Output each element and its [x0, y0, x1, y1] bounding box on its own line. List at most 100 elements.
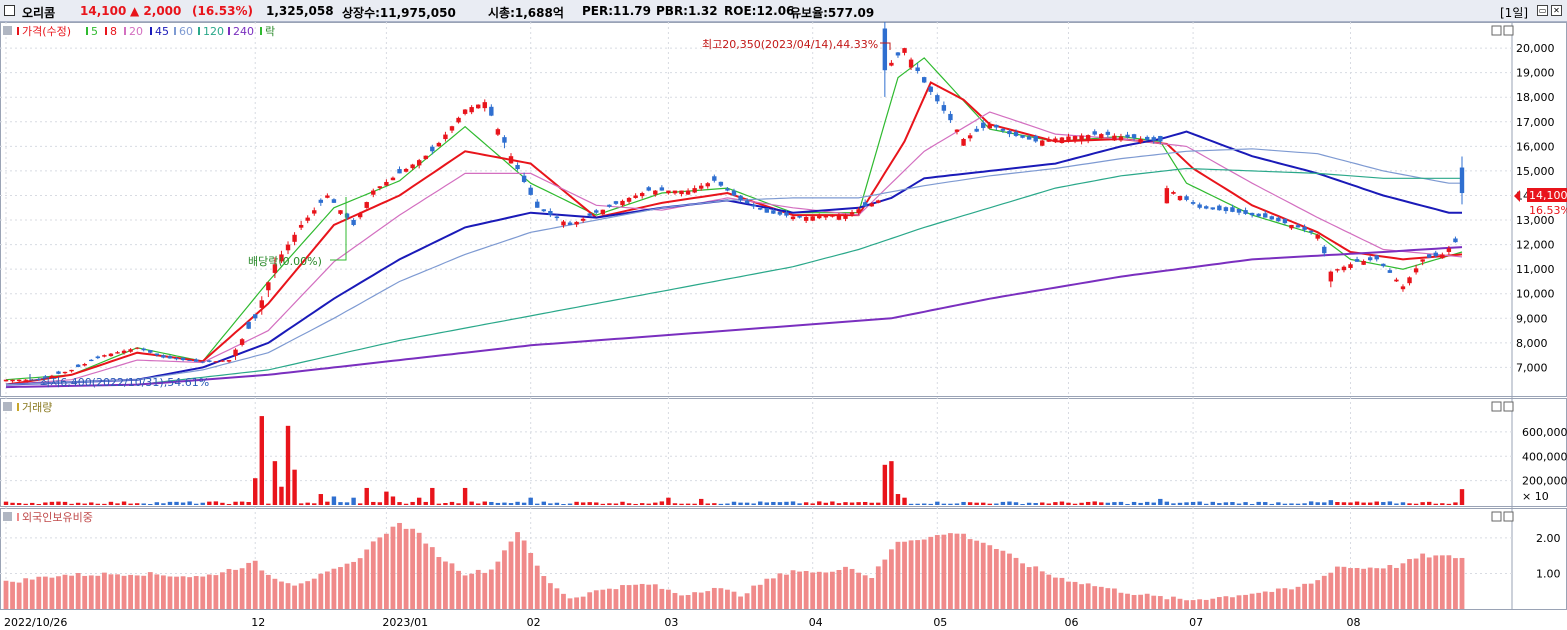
candle-body: [639, 193, 645, 197]
panel-minimize-icon[interactable]: [1491, 25, 1502, 36]
foreign-ratio-bar: [554, 588, 560, 609]
volume-bar: [384, 491, 389, 505]
volume-bar: [16, 503, 22, 505]
candle-body: [1105, 131, 1111, 135]
foreign-ratio-bar: [338, 567, 343, 609]
volume-bar: [928, 503, 933, 505]
volume-bar: [318, 494, 324, 505]
foreign-ratio-bar: [652, 584, 658, 609]
foreign-menu-icon[interactable]: [3, 512, 12, 521]
foreign-ratio-bar: [121, 575, 127, 609]
foreign-ratio-bar: [948, 533, 953, 609]
volume-bar: [1177, 502, 1183, 505]
foreign-ratio-bar: [292, 585, 297, 609]
foreign-ratio-bar: [1131, 594, 1137, 609]
price-tick-label: 19,000: [1516, 67, 1555, 80]
foreign-ratio-bar: [902, 541, 907, 609]
foreign-ratio-bar: [967, 539, 973, 609]
volume-bar: [561, 504, 566, 505]
foreign-ratio-bar: [56, 576, 61, 609]
candle-body: [862, 202, 868, 207]
volume-bar: [272, 461, 278, 505]
candle-body: [1413, 268, 1419, 273]
volume-bar: [981, 502, 986, 505]
close-icon[interactable]: ✕: [1551, 5, 1562, 16]
volume-bar: [1033, 503, 1038, 505]
volume-bar: [817, 501, 822, 505]
foreign-tick-label: 1.00: [1536, 567, 1561, 580]
price-tick-label: 16,000: [1516, 140, 1555, 153]
foreign-ratio-bar: [1459, 557, 1465, 609]
volume-bar: [777, 502, 783, 505]
volume-bar: [731, 501, 737, 505]
candle-body: [1302, 226, 1307, 230]
volume-bar: [856, 502, 861, 505]
panel-close-icon[interactable]: [1503, 25, 1514, 36]
candle-body: [856, 209, 861, 214]
volume-bar: [1289, 503, 1294, 505]
candle-body: [869, 203, 874, 207]
foreign-ratio-bar: [980, 542, 986, 609]
volume-minimize-icon[interactable]: [1491, 401, 1502, 412]
volume-menu-icon[interactable]: [3, 402, 12, 411]
foreign-ratio-bars: [3, 522, 1465, 609]
foreign-ratio-bar: [856, 572, 862, 609]
candle-body: [1046, 139, 1052, 142]
foreign-ratio-bar: [193, 576, 199, 609]
candle-body: [908, 59, 914, 68]
candle-body: [921, 77, 927, 83]
candle-body: [397, 169, 402, 174]
foreign-ratio-bar: [115, 574, 120, 609]
volume-bar: [351, 497, 356, 505]
volume-bar: [1308, 501, 1314, 505]
legend-ma120-marker: [198, 27, 200, 35]
foreign-ratio-bar: [961, 533, 966, 609]
candle-body: [987, 124, 992, 129]
foreign-ratio-bar: [95, 575, 101, 609]
volume-bar: [1249, 503, 1255, 505]
candle-body: [115, 352, 120, 354]
volume-bar: [797, 503, 802, 505]
volume-bar: [626, 503, 632, 505]
volume-bar: [1131, 501, 1137, 505]
foreign-ratio-bar: [1348, 568, 1353, 609]
foreign-ratio-bar: [1453, 558, 1458, 609]
volume-bar: [266, 503, 271, 505]
foreign-ratio-bar: [1426, 557, 1432, 609]
volume-bar: [764, 502, 769, 505]
volume-bar: [620, 501, 625, 505]
panel-menu-icon[interactable]: [3, 26, 12, 35]
candle-body: [1000, 128, 1006, 131]
candle-body: [751, 204, 756, 207]
price-tick-label: 8,000: [1516, 337, 1548, 350]
candle-body: [876, 200, 881, 203]
volume-bar: [1053, 502, 1058, 505]
candle-body: [961, 138, 966, 146]
volume-close-icon[interactable]: [1503, 401, 1514, 412]
foreign-ratio-bar: [1079, 584, 1085, 609]
volume-bar: [580, 502, 586, 505]
candle-body: [456, 117, 461, 123]
candle-body: [620, 200, 625, 206]
select-checkbox[interactable]: [4, 5, 15, 16]
foreign-minimize-icon[interactable]: [1491, 511, 1502, 522]
volume-bar: [423, 501, 428, 505]
candle-body: [817, 215, 822, 219]
candle-body: [1407, 277, 1412, 284]
foreign-close-icon[interactable]: [1503, 511, 1514, 522]
price-tick-label: 13,000: [1516, 214, 1555, 227]
foreign-ratio-bar: [1295, 586, 1301, 609]
volume-bars: [3, 416, 1465, 505]
volume-bar: [1335, 502, 1340, 505]
maximize-icon[interactable]: ▭: [1537, 5, 1548, 16]
volume-bar: [1387, 501, 1393, 505]
volume-bar: [279, 486, 284, 505]
legend-ma8: 8: [110, 25, 117, 38]
candle-body: [712, 176, 717, 181]
foreign-ratio-bar: [659, 588, 665, 609]
foreign-ratio-bar: [259, 570, 265, 609]
price-change-pct: (16.53%): [192, 4, 253, 18]
foreign-ratio-bar: [69, 575, 74, 609]
foreign-ratio-bar: [528, 553, 534, 609]
period-selector[interactable]: [1일]: [1500, 6, 1529, 20]
